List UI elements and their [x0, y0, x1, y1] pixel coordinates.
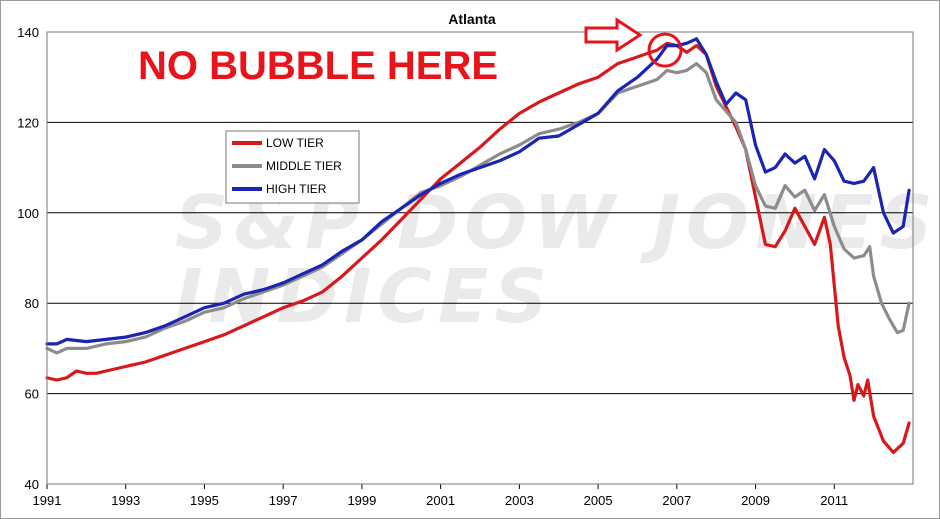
x-tick-label: 2003: [505, 493, 534, 508]
chart-title: Atlanta: [448, 11, 496, 27]
x-tick-label: 1999: [347, 493, 376, 508]
watermark: S&P DOW JONES INDICES: [175, 180, 933, 340]
watermark-line-2: INDICES: [175, 254, 554, 340]
y-axis-ticks: 40 60 80 100 120 140: [17, 25, 39, 492]
legend-label: MIDDLE TIER: [266, 159, 342, 173]
y-tick-label: 140: [17, 25, 39, 40]
annotation-text: NO BUBBLE HERE: [138, 44, 498, 88]
legend-label: LOW TIER: [266, 136, 324, 150]
legend: LOW TIER MIDDLE TIER HIGH TIER: [225, 130, 360, 204]
x-tick-label: 1997: [269, 493, 298, 508]
series-lines: [45, 37, 911, 454]
x-tick-label: 1995: [190, 493, 219, 508]
series-line-high-tier: [45, 37, 911, 346]
x-tick-label: 1993: [111, 493, 140, 508]
x-tick-label: 2001: [426, 493, 455, 508]
legend-label: HIGH TIER: [266, 182, 327, 196]
x-tick-label: 2011: [820, 493, 848, 508]
x-tick-label: 2005: [584, 493, 613, 508]
annotation: NO BUBBLE HERE: [138, 17, 683, 88]
y-tick-label: 100: [17, 206, 39, 221]
x-tick-label: 1991: [33, 493, 62, 508]
y-tick-label: 120: [17, 115, 39, 130]
series-line-low-tier: [45, 41, 911, 454]
highlight-circle-icon: [647, 32, 683, 68]
y-tick-label: 40: [25, 477, 39, 492]
x-tick-label: 2009: [741, 493, 770, 508]
right-arrow-icon: [584, 17, 643, 53]
plot-area-border: [46, 31, 914, 485]
x-tick-label: 2007: [662, 493, 691, 508]
x-axis-ticks: 1991 1993 1995 1997 1999 2001 2003 2005 2007 2009…: [33, 484, 848, 508]
y-tick-label: 80: [25, 296, 39, 311]
y-tick-label: 60: [25, 387, 39, 402]
